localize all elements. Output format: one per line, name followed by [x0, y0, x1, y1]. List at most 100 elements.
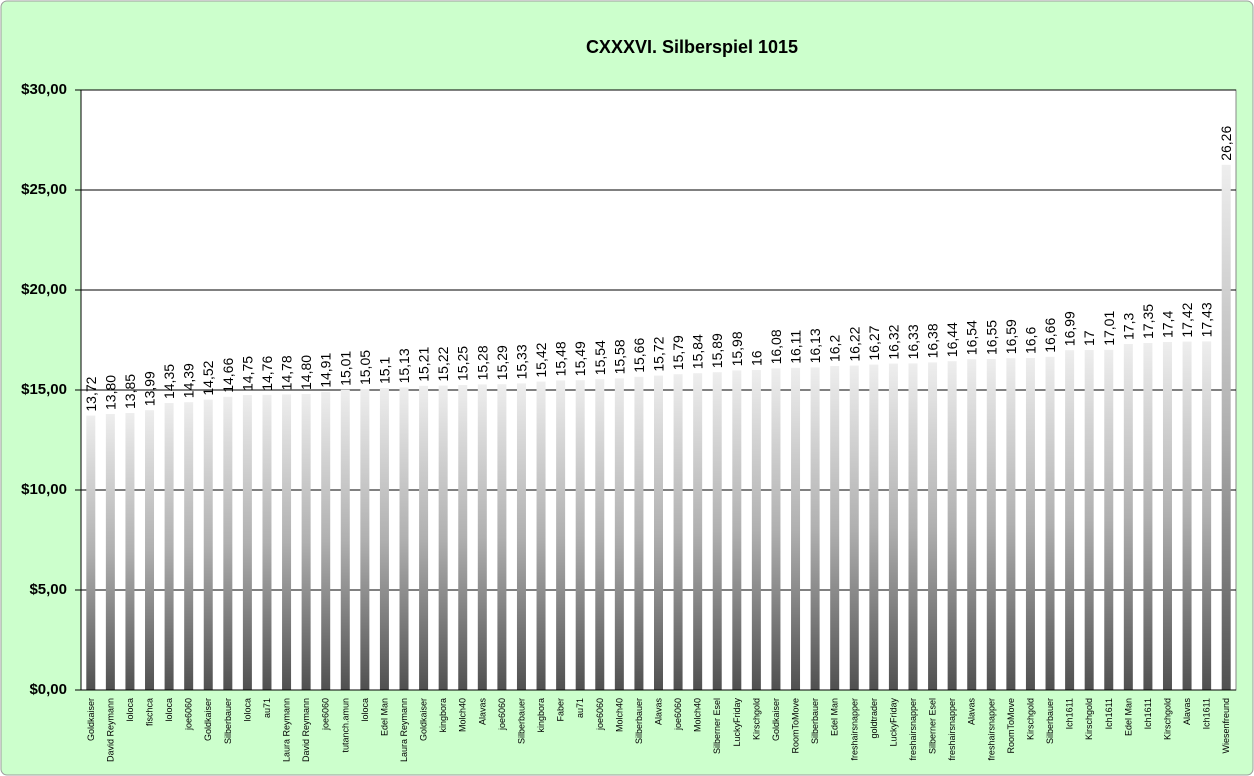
value-label: 15,79 [670, 335, 686, 370]
bar [125, 413, 135, 690]
bar [595, 379, 605, 690]
x-tick-label: tutanch.amun [340, 698, 350, 753]
x-tick-label: freshairsnapper [908, 698, 918, 761]
bar [321, 391, 331, 690]
y-tick-label: $10,00 [21, 481, 67, 498]
y-tick-label: $5,00 [29, 581, 67, 598]
bar [1045, 356, 1055, 690]
x-tick-label: goldtrader [869, 698, 879, 739]
x-tick-label: joe6060 [321, 698, 331, 731]
value-label: 15,48 [553, 341, 569, 376]
value-label: 15,29 [494, 345, 510, 380]
bar [888, 363, 898, 690]
bar [536, 381, 546, 690]
bar [438, 385, 448, 690]
x-tick-label: Silberbauer [1045, 698, 1055, 744]
bar [86, 415, 96, 690]
x-tick-label: Silberner Esel [712, 698, 722, 754]
value-label: 14,91 [318, 353, 334, 388]
bar [830, 366, 840, 690]
bar [673, 374, 683, 690]
bar [282, 394, 292, 690]
value-label: 16,22 [846, 326, 862, 361]
x-tick-label: Alavas [654, 698, 664, 726]
y-tick-label: $25,00 [21, 181, 67, 198]
x-tick-label: loloca [360, 698, 370, 722]
value-label: 15,54 [592, 340, 608, 375]
x-tick-label: Silberbauer [516, 698, 526, 744]
bar [340, 389, 350, 690]
value-label: 15,33 [513, 344, 529, 379]
bar [399, 387, 409, 690]
value-label: 16,99 [1062, 311, 1078, 346]
value-label: 14,80 [298, 355, 314, 390]
value-label: 14,35 [161, 364, 177, 399]
bar [1084, 350, 1094, 690]
value-label: 15,05 [357, 350, 373, 385]
value-label: 16,32 [885, 324, 901, 359]
bar [242, 395, 252, 690]
x-tick-label: Molch40 [693, 698, 703, 732]
bar [458, 385, 468, 690]
value-label: 26,26 [1218, 126, 1234, 161]
x-tick-label: Silberbauer [223, 698, 233, 744]
bar [908, 363, 918, 690]
value-label: 17,4 [1159, 311, 1175, 338]
bar [1123, 344, 1133, 690]
y-tick-label: $30,00 [21, 81, 67, 98]
bar [1221, 164, 1231, 691]
value-label: 15,13 [396, 348, 412, 383]
x-tick-label: Kirschgold [751, 698, 761, 740]
value-label: 14,75 [239, 356, 255, 391]
x-tick-label: Goldkaiser [203, 698, 213, 741]
y-tick-label: $15,00 [21, 381, 67, 398]
value-label: 15,1 [376, 357, 392, 384]
value-label: 15,28 [474, 345, 490, 380]
x-tick-label: Edel Man [379, 698, 389, 736]
value-label: 14,78 [279, 355, 295, 390]
x-tick-label: Goldkaiser [86, 698, 96, 741]
bar [1143, 343, 1153, 690]
bar [693, 373, 703, 690]
value-label: 14,76 [259, 356, 275, 391]
bar [1202, 341, 1212, 690]
value-label: 16,2 [827, 335, 843, 362]
value-label: 15,25 [455, 346, 471, 381]
y-tick-label: $20,00 [21, 281, 67, 298]
x-tick-label: joe6060 [497, 698, 507, 731]
value-label: 16 [748, 350, 764, 366]
y-tick-label: $0,00 [29, 681, 67, 698]
bar [1182, 341, 1192, 690]
value-label: 14,66 [220, 358, 236, 393]
value-label: 14,39 [181, 363, 197, 398]
x-tick-label: Goldkaiser [771, 698, 781, 741]
value-label: 15,58 [611, 339, 627, 374]
bar [223, 396, 233, 690]
x-tick-label: Kirschgold [1084, 698, 1094, 740]
bar [575, 380, 585, 690]
bar [516, 383, 526, 690]
bar [145, 410, 155, 690]
x-tick-label: Goldkaiser [419, 698, 429, 741]
x-tick-label: Alavas [967, 698, 977, 726]
x-tick-label: Kirschgold [1162, 698, 1172, 740]
x-tick-label: Laura Reymann [399, 698, 409, 762]
value-label: 16,38 [925, 323, 941, 358]
x-tick-label: freshairsnapper [849, 698, 859, 761]
bar [654, 375, 663, 690]
value-label: 16,27 [866, 325, 882, 360]
value-label: 16,13 [807, 328, 823, 363]
bar [262, 394, 272, 690]
bar [1162, 342, 1172, 690]
value-label: 15,72 [651, 336, 667, 371]
x-tick-label: Molch40 [614, 698, 624, 732]
bar [928, 362, 938, 690]
value-label: 16,33 [905, 324, 921, 359]
bar [1025, 358, 1035, 690]
bar [869, 364, 879, 690]
x-tick-label: LuckyFriday [732, 698, 742, 747]
x-tick-label: joe6060 [673, 698, 683, 731]
bar [986, 359, 996, 690]
x-tick-label: freshairsnapper [986, 698, 996, 761]
